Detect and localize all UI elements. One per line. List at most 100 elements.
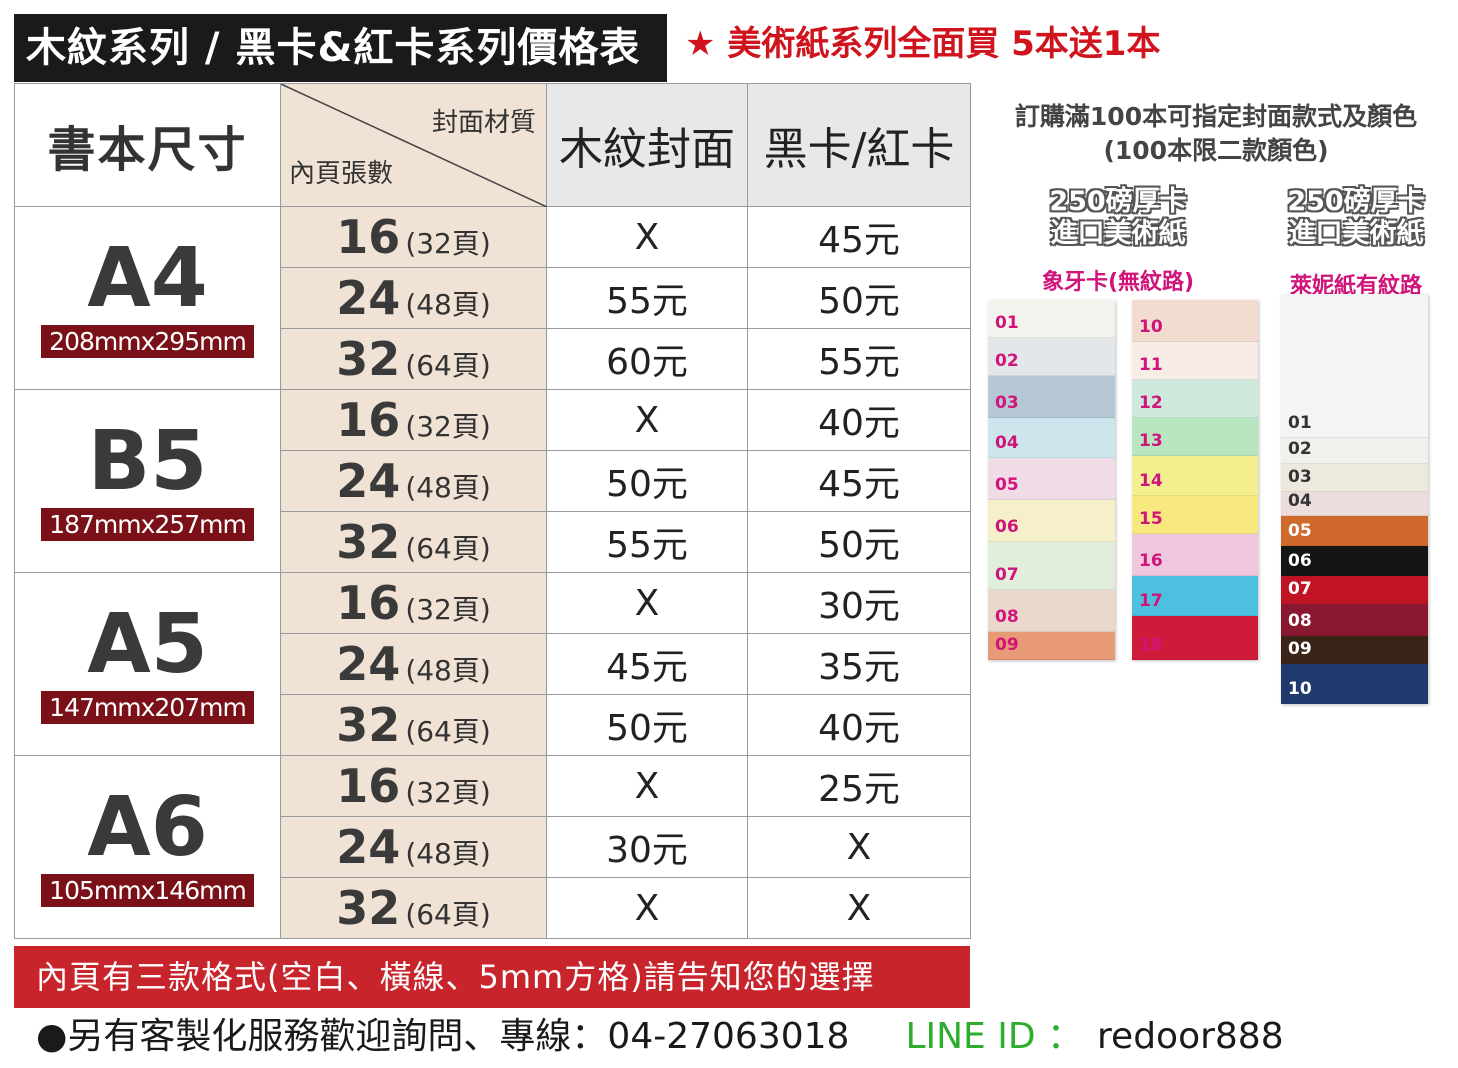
- swatch-number: 06: [1288, 551, 1312, 571]
- ivory-title-line1: 250磅厚卡: [1049, 186, 1187, 217]
- price-table: 書本尺寸 封面材質 內頁張數 木紋封面 黑卡/紅卡 A4 208mmx295mm…: [14, 83, 971, 939]
- color-swatch: 07: [988, 542, 1115, 590]
- color-swatch: 16: [1132, 534, 1258, 576]
- size-dimensions: 105mmx146mm: [41, 873, 254, 907]
- swatch-number: 04: [1288, 491, 1312, 511]
- color-swatch: 08: [1281, 604, 1428, 636]
- color-swatch: 11: [1132, 342, 1258, 380]
- black-red-card-price: 55元: [747, 328, 971, 390]
- sheet-count-cell: 32 (64頁): [280, 877, 547, 939]
- wood-cover-price: X: [546, 206, 748, 268]
- swatch-number: 07: [995, 565, 1019, 585]
- page-count: (32頁): [405, 410, 491, 443]
- swatch-number: 03: [995, 393, 1019, 413]
- size-name: A4: [87, 230, 208, 326]
- size-name: B5: [87, 413, 208, 509]
- swatch-number: 02: [995, 351, 1019, 371]
- sheet-count-cell: 16 (32頁): [280, 755, 547, 817]
- line-id-value: redoor888: [1097, 1016, 1284, 1057]
- sheet-count-cell: 24 (48頁): [280, 816, 547, 878]
- swatch-number: 09: [995, 635, 1019, 655]
- color-swatch: 15: [1132, 496, 1258, 534]
- wood-cover-price: 50元: [546, 694, 748, 756]
- swatch-number: 10: [1139, 317, 1163, 337]
- swatch-number: 02: [1288, 439, 1312, 459]
- swatch-number: 09: [1288, 639, 1312, 659]
- color-swatch: 09: [988, 632, 1115, 660]
- swatch-number: 08: [995, 607, 1019, 627]
- page-count: (32頁): [405, 227, 491, 260]
- wood-cover-price: 60元: [546, 328, 748, 390]
- color-swatch: 12: [1132, 380, 1258, 418]
- sheet-count: 24: [336, 271, 401, 325]
- sheet-count-cell: 16 (32頁): [280, 572, 547, 634]
- wood-cover-header: 木紋封面: [546, 83, 748, 207]
- size-dimensions: 208mmx295mm: [41, 324, 254, 358]
- page-count: (64頁): [405, 532, 491, 565]
- swatch-number: 07: [1288, 579, 1312, 599]
- swatch-number: 13: [1139, 431, 1163, 451]
- sheet-count: 16: [336, 210, 401, 264]
- swatch-number: 04: [995, 433, 1019, 453]
- order-note-line2: (100本限二款顏色): [1103, 136, 1329, 165]
- linen-title-line2: 進口美術紙: [1288, 218, 1424, 249]
- cover-material-label: 封面材質: [431, 108, 536, 138]
- size-header: 書本尺寸: [14, 83, 281, 207]
- color-swatch: 05: [1281, 516, 1428, 546]
- color-swatch: 03: [988, 376, 1115, 418]
- swatch-number: 15: [1139, 509, 1163, 529]
- sheet-count: 24: [336, 454, 401, 508]
- swatch-number: 03: [1288, 467, 1312, 487]
- linen-swatch-title: 250磅厚卡 進口美術紙: [1258, 186, 1454, 250]
- swatch-number: 01: [1288, 413, 1312, 433]
- wood-cover-price: 45元: [546, 633, 748, 695]
- color-swatch: 17: [1132, 576, 1258, 616]
- table-row: 24 (48頁) 30元 X: [15, 816, 971, 878]
- sheet-count: 24: [336, 637, 401, 691]
- table-header-row: 書本尺寸 封面材質 內頁張數 木紋封面 黑卡/紅卡: [14, 83, 971, 207]
- table-row: 24 (48頁) 55元 50元: [15, 267, 971, 329]
- sheet-count: 16: [336, 576, 401, 630]
- black-red-card-price: 40元: [747, 694, 971, 756]
- color-swatch: 18: [1132, 616, 1258, 660]
- sheet-count: 32: [336, 881, 401, 935]
- color-swatch: 03: [1281, 464, 1428, 492]
- table-row: 24 (48頁) 50元 45元: [15, 450, 971, 512]
- page-count: (48頁): [405, 288, 491, 321]
- promo-text: ★ 美術紙系列全面買 5本送1本: [685, 24, 1161, 64]
- black-red-card-price: 30元: [747, 572, 971, 634]
- sheet-count: 16: [336, 759, 401, 813]
- wood-cover-price: X: [546, 572, 748, 634]
- swatch-number: 14: [1139, 471, 1163, 491]
- wood-cover-price: 55元: [546, 267, 748, 329]
- color-swatch: 09: [1281, 636, 1428, 664]
- wood-cover-price: X: [546, 755, 748, 817]
- color-swatch: 02: [988, 338, 1115, 376]
- diagonal-header: 封面材質 內頁張數: [280, 83, 547, 207]
- sheet-count-cell: 16 (32頁): [280, 389, 547, 451]
- wood-cover-price: 50元: [546, 450, 748, 512]
- sheet-count-cell: 24 (48頁): [280, 450, 547, 512]
- black-red-card-price: 25元: [747, 755, 971, 817]
- table-row: 32 (64頁) 50元 40元: [15, 694, 971, 756]
- swatch-number: 05: [995, 475, 1019, 495]
- color-swatch: 06: [988, 500, 1115, 542]
- color-swatch: 14: [1132, 456, 1258, 496]
- sheet-count-cell: 16 (32頁): [280, 206, 547, 268]
- wood-cover-price: 30元: [546, 816, 748, 878]
- sheet-count-label: 內頁張數: [289, 159, 394, 189]
- color-swatch: 10: [1132, 300, 1258, 342]
- size-name: A6: [87, 779, 208, 875]
- sheet-count: 32: [336, 332, 401, 386]
- page-count: (64頁): [405, 898, 491, 931]
- ivory-swatch-column-left: 01 02 03 04 05 06 07 08 09: [988, 300, 1115, 660]
- page-count: (64頁): [405, 715, 491, 748]
- sheet-count: 32: [336, 515, 401, 569]
- black-red-card-price: 50元: [747, 267, 971, 329]
- sheet-count-cell: 24 (48頁): [280, 633, 547, 695]
- size-dimensions: 147mmx207mm: [41, 690, 254, 724]
- sheet-count-cell: 32 (64頁): [280, 694, 547, 756]
- swatch-number: 10: [1288, 679, 1312, 699]
- color-swatch: 02: [1281, 438, 1428, 464]
- table-row: 32 (64頁) X X: [15, 877, 971, 939]
